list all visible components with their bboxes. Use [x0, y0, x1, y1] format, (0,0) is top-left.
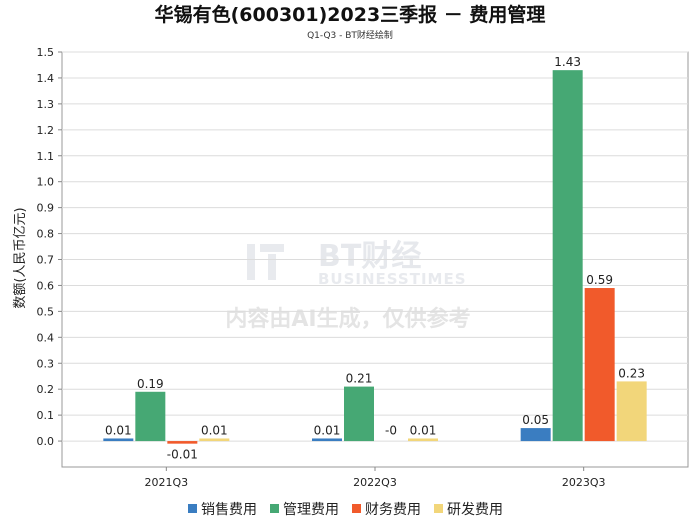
bar-管理费用-2023Q3: [552, 70, 583, 442]
data-labels: 0.010.19-0.010.01 0.010.21-0 0.010.051.430…: [105, 55, 645, 462]
bar-研发费用-2023Q3: [616, 381, 647, 442]
legend: 销售费用 管理费用 财务费用 研发费用: [188, 502, 503, 518]
bar-销售费用-2021Q3: [103, 438, 134, 442]
y-tick-label: 1.5: [37, 46, 55, 59]
chart-title: 华锡有色(600301)2023三季报 － 费用管理: [155, 3, 546, 26]
y-tick-label: 0.4: [37, 331, 55, 344]
y-tick-label: 0.6: [37, 279, 55, 292]
y-tick-label: 0.5: [37, 305, 55, 318]
gridlines: [61, 51, 689, 468]
legend-label: 管理费用: [283, 502, 339, 518]
bars: [103, 70, 647, 444]
watermark: BT财经 BUSINESSTIMES 内容由AI生成，仅供参考: [225, 239, 470, 332]
bar-管理费用-2022Q3: [344, 386, 374, 442]
watermark-notice: 内容由AI生成，仅供参考: [225, 306, 470, 332]
x-axis: 2021Q3 2022Q3 2023Q3: [145, 467, 606, 489]
data-label: 0.01: [105, 423, 132, 437]
data-label: 0.19: [137, 377, 164, 391]
data-label: 0.01: [201, 423, 228, 437]
legend-label: 销售费用: [201, 502, 257, 518]
data-label: 0.01: [314, 423, 341, 437]
y-tick-label: 0.7: [37, 254, 55, 267]
data-label: -0: [385, 424, 397, 438]
y-tick-label: 0.9: [37, 202, 55, 215]
legend-swatch: [188, 504, 197, 513]
x-tick-label: 2021Q3: [145, 476, 189, 489]
watermark-brand-en: BUSINESSTIMES: [318, 270, 467, 288]
bar-财务费用-2023Q3: [584, 288, 615, 442]
legend-swatch: [434, 504, 443, 513]
y-tick-label: 1.1: [37, 150, 55, 163]
watermark-brand: BT财经: [318, 239, 421, 274]
data-label: 0.01: [410, 423, 437, 437]
y-tick-label: 1.2: [37, 124, 55, 137]
legend-swatch: [352, 504, 361, 513]
bar-研发费用-2022Q3: [408, 438, 438, 442]
legend-swatch: [270, 504, 279, 513]
chart-subtitle: Q1-Q3 - BT财经绘制: [307, 29, 393, 41]
data-label: 0.23: [618, 366, 645, 380]
y-tick-label: 0.8: [37, 228, 55, 241]
legend-label: 财务费用: [365, 502, 421, 518]
bar-管理费用-2021Q3: [135, 391, 166, 442]
data-label: -0.01: [167, 448, 198, 462]
y-tick-label: 1.0: [37, 176, 55, 189]
bar-研发费用-2021Q3: [199, 438, 230, 442]
data-label: 1.43: [554, 55, 581, 69]
x-tick-label: 2022Q3: [353, 476, 397, 489]
legend-label: 研发费用: [447, 502, 503, 518]
y-tick-label: 1.4: [37, 72, 55, 85]
y-axis-label: 数额(人民币亿元): [13, 207, 28, 308]
y-tick-label: 0.3: [37, 357, 55, 370]
data-label: 0.59: [586, 273, 613, 287]
bar-销售费用-2022Q3: [312, 438, 342, 442]
bar-销售费用-2023Q3: [520, 428, 551, 442]
y-axis: 0.0 0.1 0.2 0.3 0.4 0.5 0.6 0.7 0.8 0.9 1.0 1.1 1.2 1…: [37, 46, 62, 448]
bar-财务费用-2021Q3: [167, 441, 198, 444]
data-label: 0.21: [346, 372, 373, 386]
x-tick-label: 2023Q3: [562, 476, 606, 489]
y-tick-label: 1.3: [37, 98, 55, 111]
y-tick-label: 0.1: [37, 409, 55, 422]
y-tick-label: 0.2: [37, 383, 55, 396]
data-label: 0.05: [522, 413, 549, 427]
y-tick-label: 0.0: [37, 435, 55, 448]
